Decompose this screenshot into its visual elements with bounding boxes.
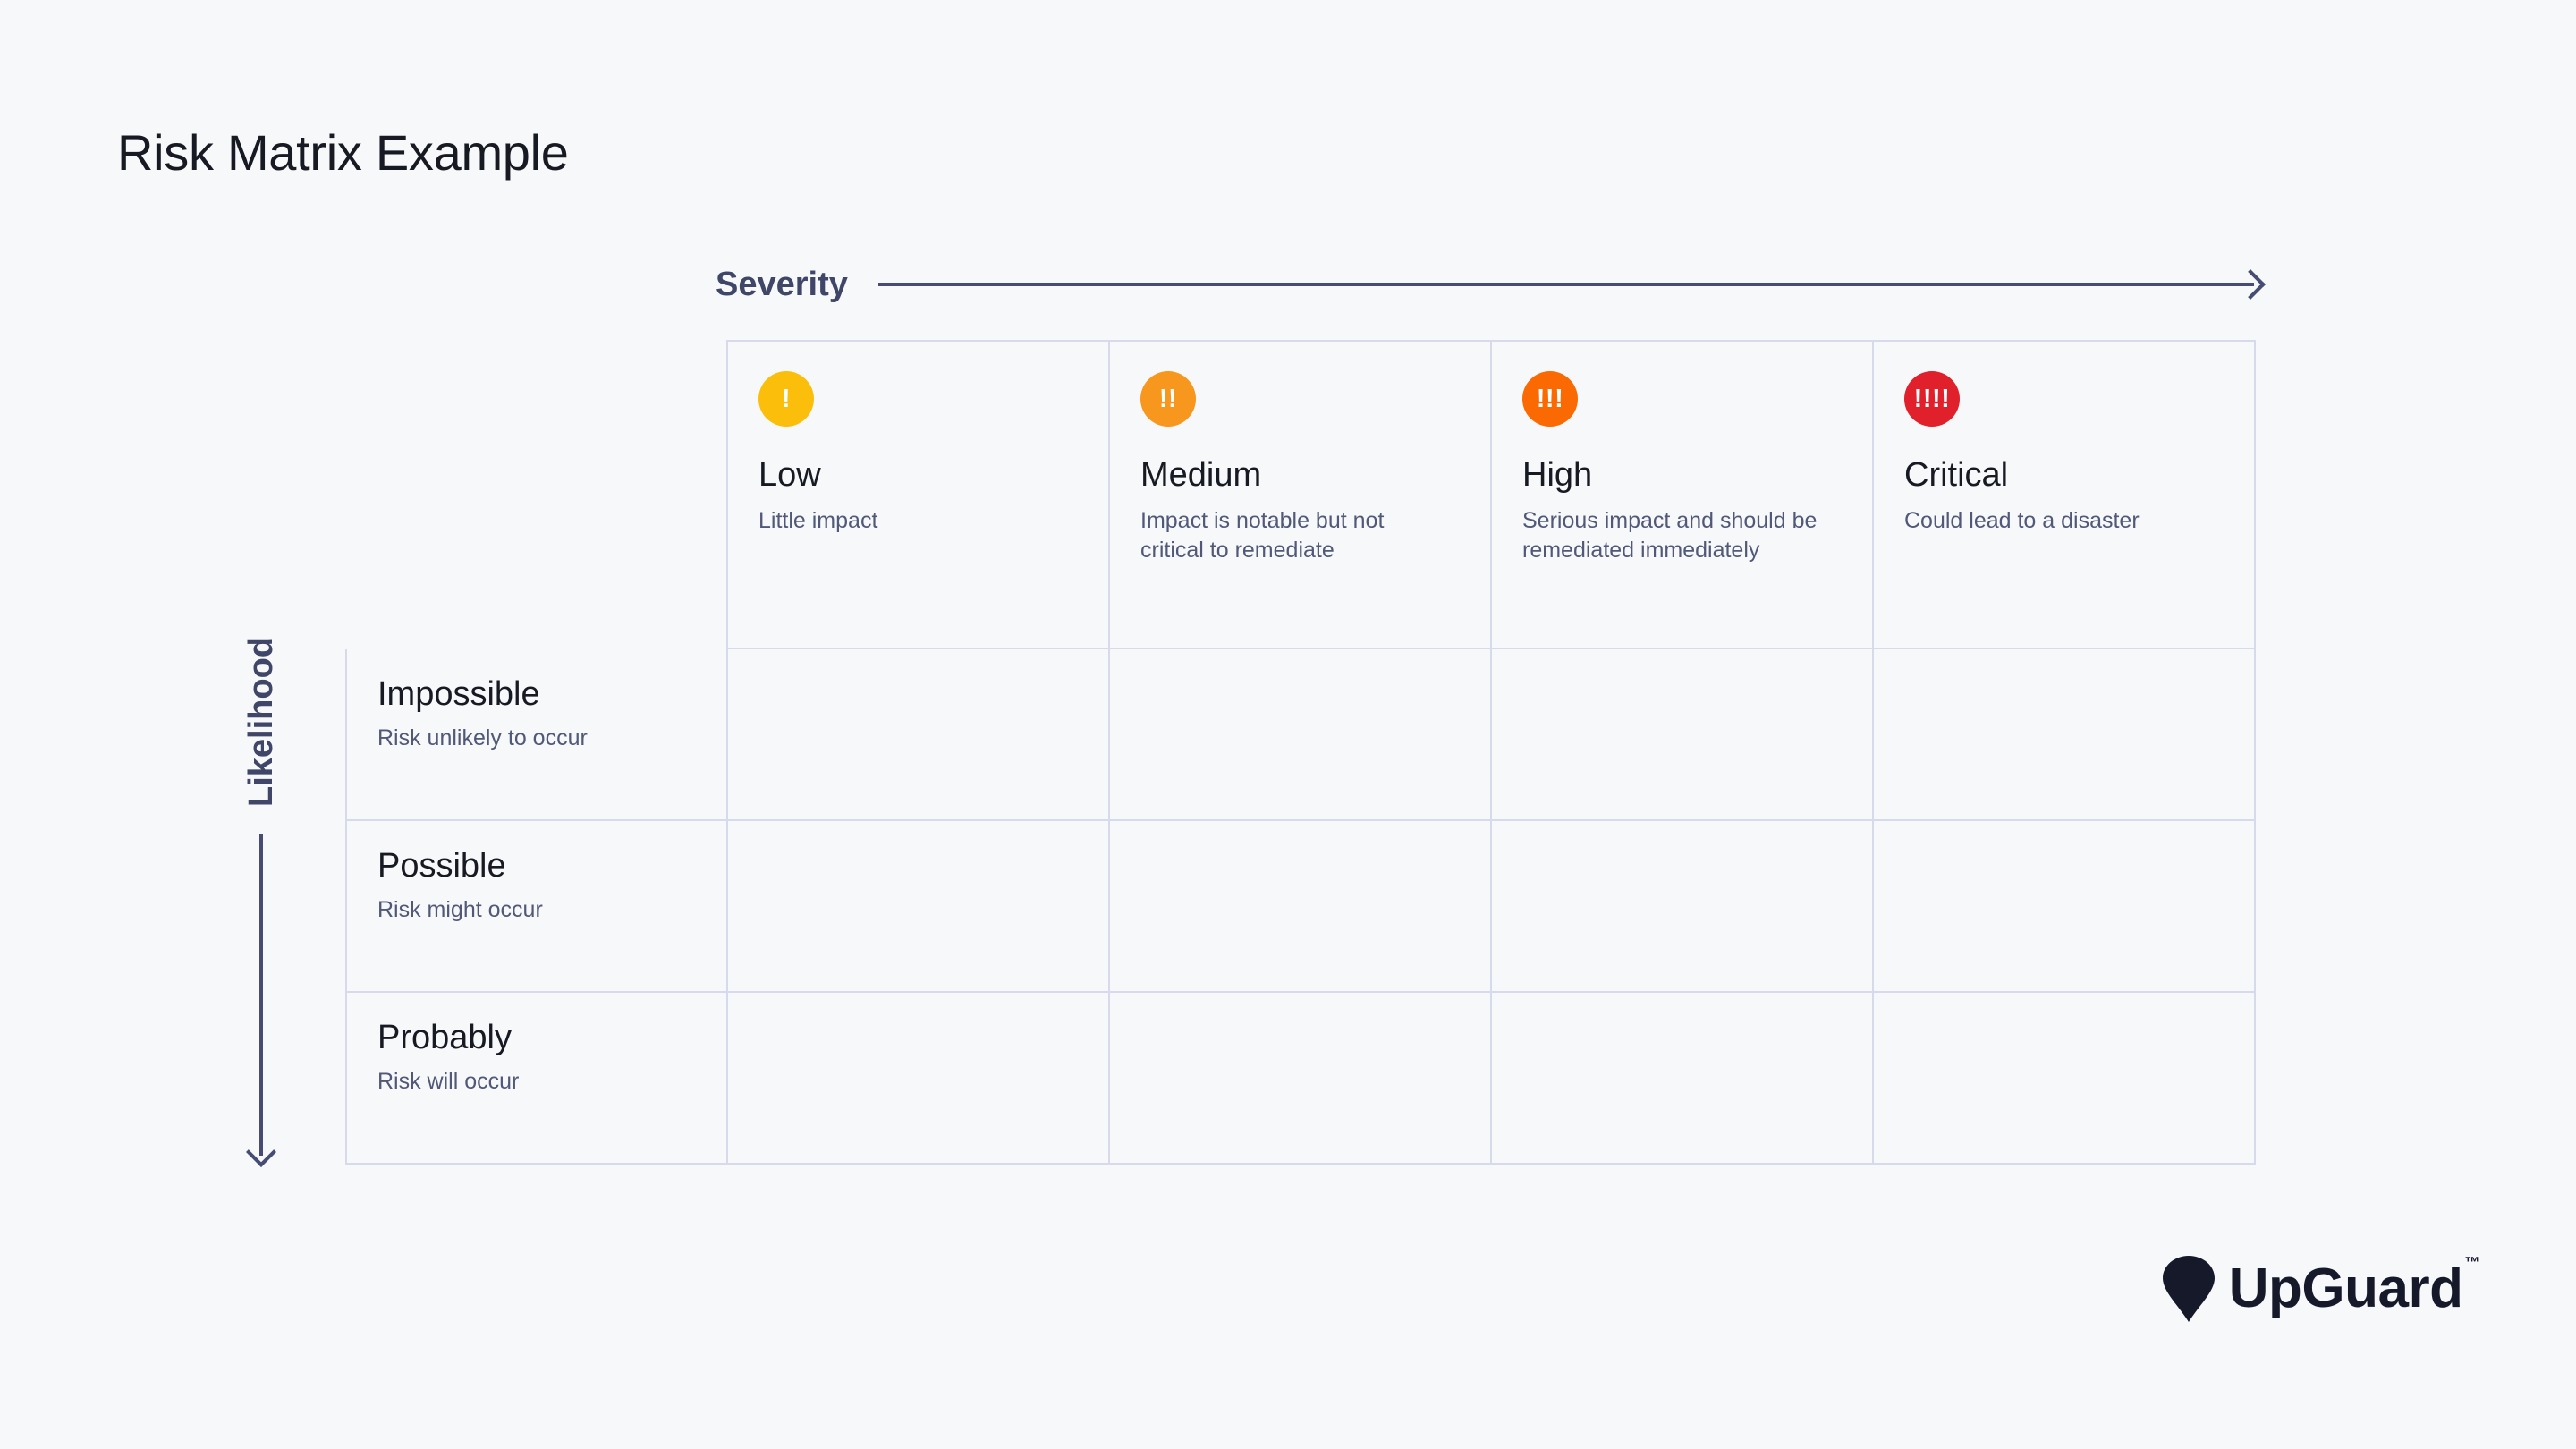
severity-column-medium: !! Medium Impact is notable but not crit…: [1110, 342, 1492, 648]
likelihood-row-possible: Possible Risk might occur: [347, 821, 728, 991]
severity-axis-label: Severity: [716, 265, 848, 303]
likelihood-probably-title: Probably: [377, 1019, 512, 1056]
likelihood-row-impossible: Impossible Risk unlikely to occur: [347, 649, 728, 819]
likelihood-row-probably: Probably Risk will occur: [347, 993, 728, 1163]
severity-axis: Severity: [716, 256, 2266, 313]
likelihood-arrow-head: [246, 1137, 276, 1167]
matrix-cell-possible-low[interactable]: [728, 821, 1110, 991]
likelihood-axis-label: Likelihood: [242, 637, 280, 807]
table-row: Probably Risk will occur: [347, 993, 2254, 1163]
matrix-cell-possible-medium[interactable]: [1110, 821, 1492, 991]
upguard-logo: UpGuard ™: [2162, 1255, 2480, 1322]
likelihood-possible-title: Possible: [377, 847, 506, 885]
likelihood-impossible-title: Impossible: [377, 675, 540, 713]
severity-high-title: High: [1522, 456, 1593, 494]
table-row: Impossible Risk unlikely to occur: [347, 649, 2254, 821]
matrix-cell-impossible-medium[interactable]: [1110, 649, 1492, 819]
table-row: Possible Risk might occur: [347, 821, 2254, 993]
severity-low-description: Little impact: [758, 507, 878, 533]
matrix-cell-probably-high[interactable]: [1492, 993, 1874, 1163]
risk-matrix: ! Low Little impact !! Medium Impact is …: [345, 340, 2256, 1165]
matrix-cell-probably-low[interactable]: [728, 993, 1110, 1163]
upguard-wordmark: UpGuard ™: [2228, 1255, 2480, 1319]
likelihood-probably-description: Risk will occur: [377, 1069, 520, 1095]
severity-arrow-line: [877, 283, 2254, 286]
likelihood-axis: Likelihood: [234, 637, 288, 1167]
severity-column-high: !!! High Serious impact and should be re…: [1492, 342, 1874, 648]
severity-medium-icon: !!: [1140, 371, 1196, 427]
severity-critical-title: Critical: [1904, 456, 2009, 494]
severity-low-icon: !: [758, 371, 814, 427]
matrix-cell-impossible-critical[interactable]: [1874, 649, 2254, 819]
likelihood-impossible-description: Risk unlikely to occur: [377, 725, 588, 751]
severity-column-low: ! Low Little impact: [728, 342, 1110, 648]
matrix-cell-possible-critical[interactable]: [1874, 821, 2254, 991]
severity-arrow-head: [2235, 269, 2266, 300]
severity-arrow-icon: [877, 269, 2266, 300]
matrix-body: Impossible Risk unlikely to occur Possib…: [345, 649, 2256, 1165]
page-title: Risk Matrix Example: [117, 124, 569, 181]
severity-column-critical: !!!! Critical Could lead to a disaster: [1874, 342, 2254, 648]
upguard-pick-icon: [2162, 1256, 2215, 1322]
matrix-cell-possible-high[interactable]: [1492, 821, 1874, 991]
severity-high-icon: !!!: [1522, 371, 1578, 427]
severity-critical-description: Could lead to a disaster: [1904, 507, 2140, 533]
severity-header-row: ! Low Little impact !! Medium Impact is …: [726, 340, 2256, 649]
matrix-cell-probably-medium[interactable]: [1110, 993, 1492, 1163]
severity-low-title: Low: [758, 456, 821, 494]
severity-medium-description: Impact is notable but not critical to re…: [1140, 507, 1385, 563]
severity-critical-icon: !!!!: [1904, 371, 1960, 427]
trademark-symbol: ™: [2464, 1254, 2480, 1272]
severity-high-description: Serious impact and should be remediated …: [1522, 507, 1818, 563]
likelihood-arrow-line: [259, 834, 263, 1156]
matrix-cell-probably-critical[interactable]: [1874, 993, 2254, 1163]
likelihood-arrow-icon: [246, 834, 276, 1167]
matrix-cell-impossible-high[interactable]: [1492, 649, 1874, 819]
matrix-cell-impossible-low[interactable]: [728, 649, 1110, 819]
upguard-wordmark-text: UpGuard: [2228, 1258, 2463, 1319]
likelihood-possible-description: Risk might occur: [377, 897, 543, 923]
severity-medium-title: Medium: [1140, 456, 1262, 494]
